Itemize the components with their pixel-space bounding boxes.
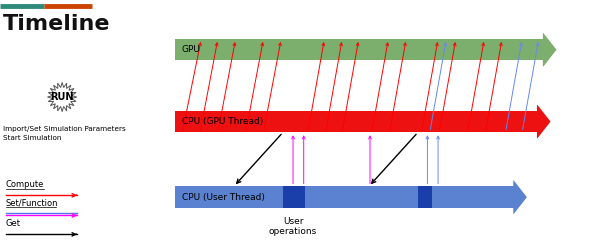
Bar <box>418 186 432 208</box>
Text: Compute: Compute <box>6 180 44 189</box>
FancyArrow shape <box>543 33 556 66</box>
Text: Import/Set Simulation Parameters
Start Simulation: Import/Set Simulation Parameters Start S… <box>3 126 126 141</box>
Text: Timeline: Timeline <box>3 14 111 34</box>
Bar <box>175 186 514 208</box>
Text: RUN: RUN <box>50 92 74 102</box>
Text: Set/Function: Set/Function <box>6 198 59 207</box>
Text: CPU (User Thread): CPU (User Thread) <box>182 193 265 202</box>
Text: User
operations: User operations <box>269 217 317 236</box>
FancyArrow shape <box>513 181 527 214</box>
Bar <box>283 186 305 208</box>
FancyArrow shape <box>537 105 551 138</box>
Bar <box>175 111 538 132</box>
Text: GPU: GPU <box>182 45 201 54</box>
Bar <box>175 39 543 60</box>
Polygon shape <box>47 82 77 112</box>
Text: CPU (GPU Thread): CPU (GPU Thread) <box>182 117 263 126</box>
Text: Get: Get <box>6 219 21 228</box>
